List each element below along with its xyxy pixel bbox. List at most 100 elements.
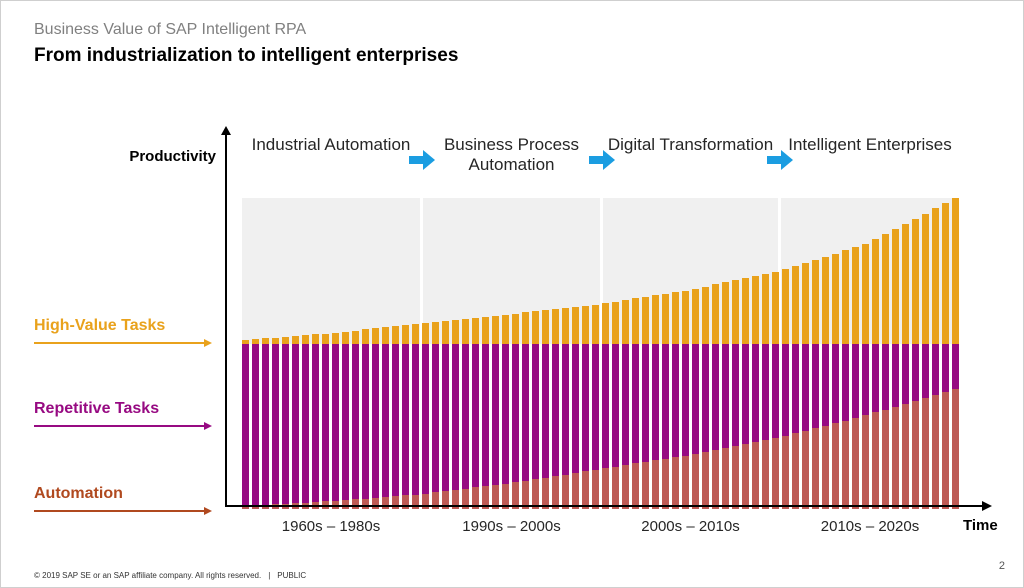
- bar: [742, 277, 749, 509]
- slide-title: From industrialization to intelligent en…: [34, 45, 459, 66]
- bar-segment-high-value-tasks: [422, 322, 429, 344]
- bar-segment-automation: [842, 420, 849, 509]
- legend-arrow-icon: [34, 339, 212, 347]
- bar: [642, 296, 649, 509]
- bar-segment-automation: [582, 471, 589, 509]
- bar-segment-repetitive-tasks: [842, 344, 849, 421]
- bar-segment-automation: [562, 474, 569, 509]
- x-axis-label: Time: [963, 517, 998, 534]
- bar-segment-high-value-tasks: [332, 332, 339, 344]
- bar-segment-repetitive-tasks: [422, 344, 429, 494]
- bar-segment-automation: [512, 482, 519, 509]
- bar-segment-automation: [632, 463, 639, 509]
- bar-segment-automation: [622, 465, 629, 509]
- bar-segment-repetitive-tasks: [382, 344, 389, 497]
- bar-segment-automation: [912, 400, 919, 509]
- bar-segment-repetitive-tasks: [552, 344, 559, 477]
- bar-segment-repetitive-tasks: [932, 344, 939, 395]
- bar: [242, 340, 249, 509]
- bar: [362, 329, 369, 509]
- bar-segment-automation: [492, 485, 499, 509]
- bar-segment-high-value-tasks: [352, 330, 359, 344]
- bar-segment-automation: [332, 500, 339, 509]
- bar: [492, 315, 499, 509]
- bar-segment-high-value-tasks: [442, 320, 449, 344]
- footer-classification: PUBLIC: [277, 571, 307, 580]
- bar-segment-repetitive-tasks: [292, 344, 299, 504]
- bar-segment-automation: [692, 453, 699, 509]
- bar-segment-automation: [532, 479, 539, 509]
- x-axis: [225, 505, 983, 507]
- bar-segment-high-value-tasks: [702, 286, 709, 344]
- bar-segment-high-value-tasks: [462, 318, 469, 344]
- bar-segment-repetitive-tasks: [272, 344, 279, 505]
- bar: [552, 309, 559, 509]
- bar-segment-high-value-tasks: [612, 301, 619, 344]
- bar-segment-high-value-tasks: [892, 229, 899, 344]
- bar-segment-automation: [802, 430, 809, 509]
- bar-segment-high-value-tasks: [642, 296, 649, 344]
- bar-segment-automation: [502, 483, 509, 509]
- bar-segment-repetitive-tasks: [702, 344, 709, 452]
- legend-label: High-Value Tasks: [34, 317, 166, 334]
- bar: [702, 286, 709, 509]
- bar-segment-repetitive-tasks: [252, 344, 259, 506]
- bar-segment-repetitive-tasks: [652, 344, 659, 461]
- era-panel: [423, 198, 600, 344]
- bar-segment-repetitive-tasks: [352, 344, 359, 500]
- bar: [672, 292, 679, 509]
- bar-segment-high-value-tasks: [482, 316, 489, 344]
- era-label: Business Process Automation: [443, 135, 580, 175]
- bar-segment-high-value-tasks: [372, 328, 379, 344]
- bar-segment-automation: [732, 446, 739, 509]
- bar: [512, 313, 519, 509]
- bar-segment-automation: [952, 389, 959, 509]
- bar-segment-automation: [852, 417, 859, 509]
- bar: [252, 339, 259, 509]
- y-axis-label: Productivity: [129, 148, 216, 165]
- bar-segment-repetitive-tasks: [332, 344, 339, 501]
- bar: [462, 318, 469, 509]
- bar: [402, 324, 409, 509]
- bar-segment-high-value-tasks: [932, 208, 939, 344]
- bar-segment-automation: [602, 468, 609, 509]
- bar-segment-high-value-tasks: [662, 293, 669, 344]
- bar-segment-automation: [892, 406, 899, 509]
- bar-segment-repetitive-tasks: [872, 344, 879, 413]
- bar-segment-repetitive-tasks: [262, 344, 269, 505]
- bar: [372, 328, 379, 509]
- bar-segment-repetitive-tasks: [302, 344, 309, 503]
- bar-segment-high-value-tasks: [952, 198, 959, 344]
- legend-item-automation: Automation: [34, 485, 212, 515]
- bar: [722, 282, 729, 509]
- bar-segment-automation: [882, 409, 889, 509]
- bar: [272, 337, 279, 509]
- bar-segment-automation: [342, 500, 349, 509]
- bar-segment-repetitive-tasks: [532, 344, 539, 480]
- bar-segment-repetitive-tasks: [762, 344, 769, 441]
- bar: [452, 319, 459, 509]
- bar-segment-high-value-tasks: [922, 213, 929, 344]
- bar-segment-repetitive-tasks: [662, 344, 669, 459]
- bar-segment-high-value-tasks: [862, 244, 869, 344]
- bar-segment-repetitive-tasks: [632, 344, 639, 464]
- bar-segment-high-value-tasks: [362, 329, 369, 344]
- bar-segment-high-value-tasks: [802, 262, 809, 344]
- bar: [802, 262, 809, 509]
- bar-segment-repetitive-tasks: [482, 344, 489, 487]
- bar-segment-repetitive-tasks: [942, 344, 949, 392]
- bar-segment-automation: [442, 491, 449, 509]
- bar-segment-automation: [682, 455, 689, 509]
- bar-segment-repetitive-tasks: [562, 344, 569, 475]
- x-tick-label: 2010s – 2020s: [820, 518, 920, 535]
- bar-segment-repetitive-tasks: [492, 344, 499, 485]
- bar-segment-repetitive-tasks: [742, 344, 749, 445]
- bar-segment-high-value-tasks: [832, 253, 839, 344]
- bar-segment-repetitive-tasks: [402, 344, 409, 496]
- bar: [852, 247, 859, 509]
- bar: [932, 208, 939, 509]
- bar: [502, 314, 509, 509]
- bar-segment-automation: [772, 438, 779, 509]
